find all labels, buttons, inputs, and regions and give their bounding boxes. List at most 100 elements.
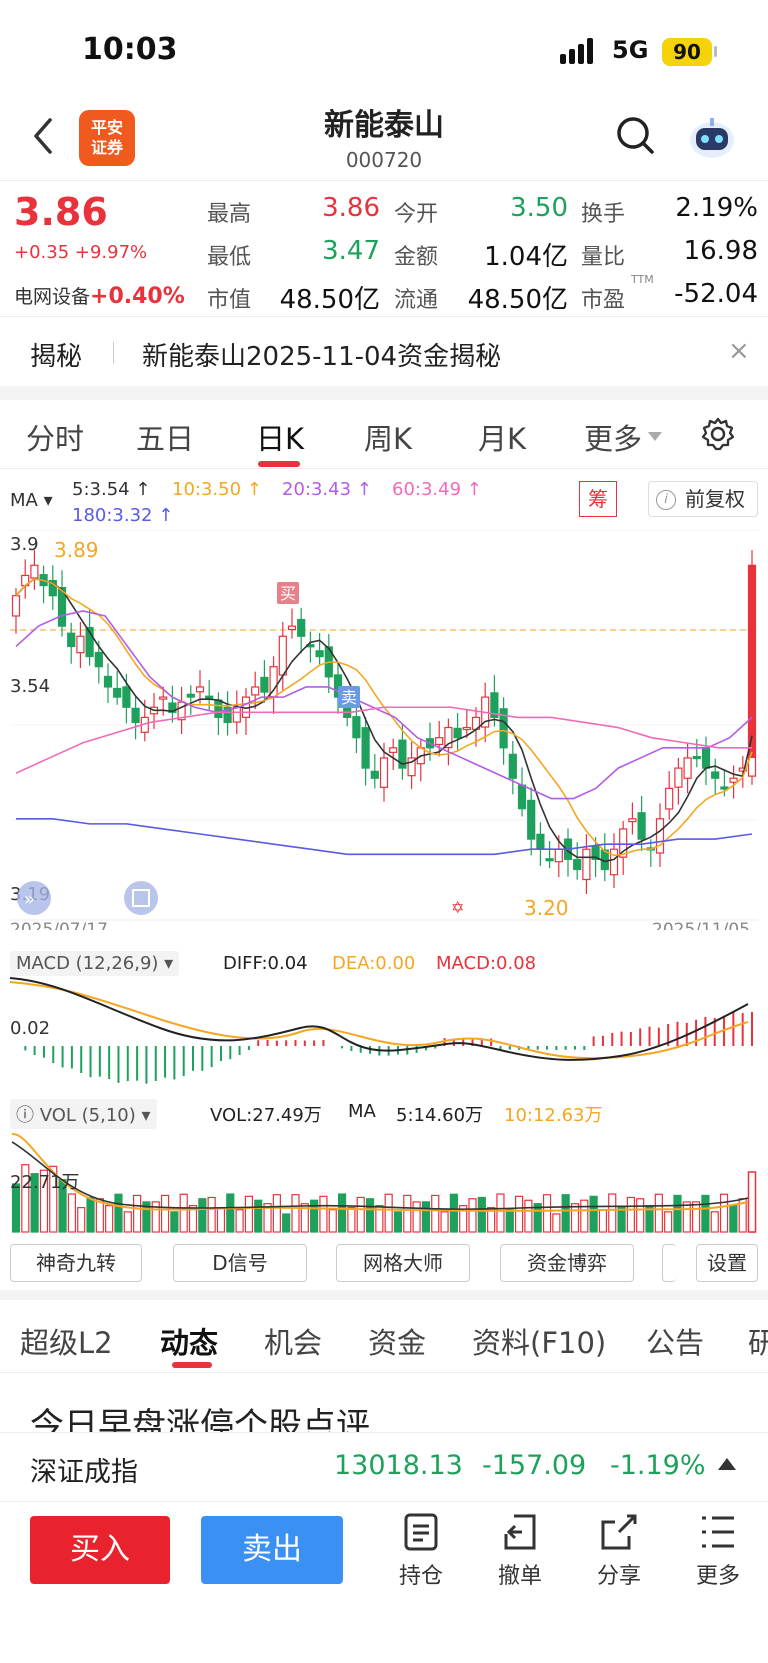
expand-up-icon[interactable] xyxy=(718,1458,736,1470)
volume-bar xyxy=(654,1193,663,1233)
candle-body xyxy=(573,859,582,871)
volume-bar xyxy=(533,1203,542,1233)
quote-label: 最低 xyxy=(207,245,252,270)
tool-button[interactable]: 资金博弈 xyxy=(500,1244,634,1282)
candle-body xyxy=(76,635,85,654)
candle-body xyxy=(582,848,591,881)
tab-weekly-k[interactable]: 周K xyxy=(364,422,413,456)
volume-bar xyxy=(384,1193,393,1233)
candle-body xyxy=(370,770,379,779)
macd-chart[interactable]: 0.02 xyxy=(0,976,768,1096)
tab-monthly-k[interactable]: 月K xyxy=(478,422,527,456)
volume-bar xyxy=(710,1211,719,1233)
tool-button-partial xyxy=(662,1244,676,1282)
index-ticker-bar[interactable] xyxy=(0,1432,768,1502)
volume-bar xyxy=(496,1193,505,1233)
menu-icon xyxy=(702,1516,734,1548)
volume-bar xyxy=(347,1207,356,1233)
candle-body xyxy=(168,702,177,713)
share-button[interactable]: 分享 xyxy=(584,1512,654,1590)
candle-body xyxy=(379,757,389,788)
candle-body xyxy=(361,727,370,769)
sector-info[interactable]: 电网设备+0.40% xyxy=(14,282,185,309)
ma180-line xyxy=(16,818,753,856)
tool-settings-button[interactable]: 设置 xyxy=(696,1244,758,1282)
volume-bar xyxy=(86,1196,95,1233)
kline-chart[interactable]: 3.93.543.193.893.20买卖✡»2025/07/172025/11… xyxy=(0,530,768,930)
ma-dropdown[interactable]: MA ▾ xyxy=(10,490,53,511)
cancel-order-button[interactable]: 撤单 xyxy=(485,1512,555,1590)
candle-body xyxy=(536,833,545,850)
candle-body xyxy=(48,579,57,597)
back-icon[interactable] xyxy=(24,112,64,160)
macd-value: MACD:0.08 xyxy=(436,953,537,974)
buy-signal-label: 买 xyxy=(280,584,296,603)
search-icon[interactable] xyxy=(614,114,658,158)
info-tab[interactable]: 公告 xyxy=(646,1326,705,1360)
volume-bar xyxy=(188,1205,198,1233)
gear-icon[interactable] xyxy=(700,416,736,452)
candle-body xyxy=(297,618,306,637)
tab-intraday[interactable]: 分时 xyxy=(26,422,85,456)
network-type: 5G xyxy=(612,36,649,64)
volume-bar xyxy=(263,1203,272,1233)
info-tab[interactable]: 机会 xyxy=(264,1326,323,1360)
tool-button[interactable]: 网格大师 xyxy=(336,1244,470,1282)
current-price: 3.86 xyxy=(14,190,108,234)
info-tab[interactable]: 动态 xyxy=(160,1326,219,1360)
price-adjust-button[interactable]: 前复权 xyxy=(648,481,758,517)
volume-bar xyxy=(589,1195,598,1233)
tool-button[interactable]: D信号 xyxy=(173,1244,307,1282)
chip-distribution-button[interactable]: 筹 xyxy=(579,481,617,517)
stock-name: 新能泰山 xyxy=(324,108,444,143)
buy-button[interactable]: 买入 xyxy=(30,1516,170,1584)
battery-icon: 90 xyxy=(662,38,712,66)
volume-bar xyxy=(226,1193,235,1233)
ma-legend-item: 60:3.49 ↑ xyxy=(392,479,482,500)
volume-bar xyxy=(133,1194,142,1233)
quote-value: 2.19% xyxy=(675,193,758,223)
candle-body xyxy=(205,695,214,699)
volume-bar xyxy=(626,1196,635,1233)
tab-daily-k[interactable]: 日K xyxy=(256,422,305,456)
banner-text[interactable]: 新能泰山2025-11-04资金揭秘 xyxy=(142,342,502,372)
banner-divider xyxy=(113,342,114,364)
document-icon xyxy=(404,1513,438,1551)
macd-dropdown[interactable]: MACD (12,26,9) ▾ xyxy=(10,951,180,976)
section-gap xyxy=(0,1290,768,1300)
volume-bar xyxy=(393,1211,403,1233)
sell-button[interactable]: 卖出 xyxy=(201,1516,343,1584)
ma-legend-item: 180:3.32 ↑ xyxy=(72,505,174,526)
volume-chart[interactable]: 22.71万 xyxy=(0,1128,768,1236)
tool-button[interactable]: 神奇九转 xyxy=(10,1244,142,1282)
info-tab[interactable]: 资金 xyxy=(368,1326,427,1360)
quote-label: 金额 xyxy=(394,245,439,270)
broker-logo: 平安 证券 xyxy=(79,110,135,166)
holdings-button[interactable]: 持仓 xyxy=(386,1512,456,1590)
more-button[interactable]: 更多 xyxy=(683,1512,753,1590)
candle-body xyxy=(407,757,416,777)
quote-value: -52.04 xyxy=(674,279,758,309)
candle-body xyxy=(223,706,232,724)
vol-dropdown[interactable]: ⓘ VOL (5,10) ▾ xyxy=(10,1099,157,1129)
quote-label: 流通 xyxy=(394,288,439,313)
volume-bar xyxy=(282,1213,291,1233)
volume-bar xyxy=(142,1201,151,1233)
candle-body xyxy=(251,686,260,696)
volume-bar xyxy=(300,1203,309,1233)
robot-assistant-icon[interactable] xyxy=(686,114,738,162)
price-axis-label: 3.9 xyxy=(10,534,39,555)
info-tab[interactable]: 资料(F10) xyxy=(472,1326,607,1360)
candle-body xyxy=(11,595,21,617)
info-tab[interactable]: 研 xyxy=(748,1326,768,1360)
tab-more[interactable]: 更多 xyxy=(584,422,643,456)
volume-bar xyxy=(598,1209,608,1233)
volume-bar xyxy=(729,1205,738,1233)
volume-bar xyxy=(459,1205,468,1233)
tab-five-day[interactable]: 五日 xyxy=(136,422,195,456)
close-icon[interactable]: × xyxy=(728,336,750,366)
volume-bar xyxy=(468,1198,477,1233)
info-tab[interactable]: 超级L2 xyxy=(20,1326,113,1360)
volume-bar xyxy=(254,1199,263,1233)
volume-bar xyxy=(542,1194,552,1233)
